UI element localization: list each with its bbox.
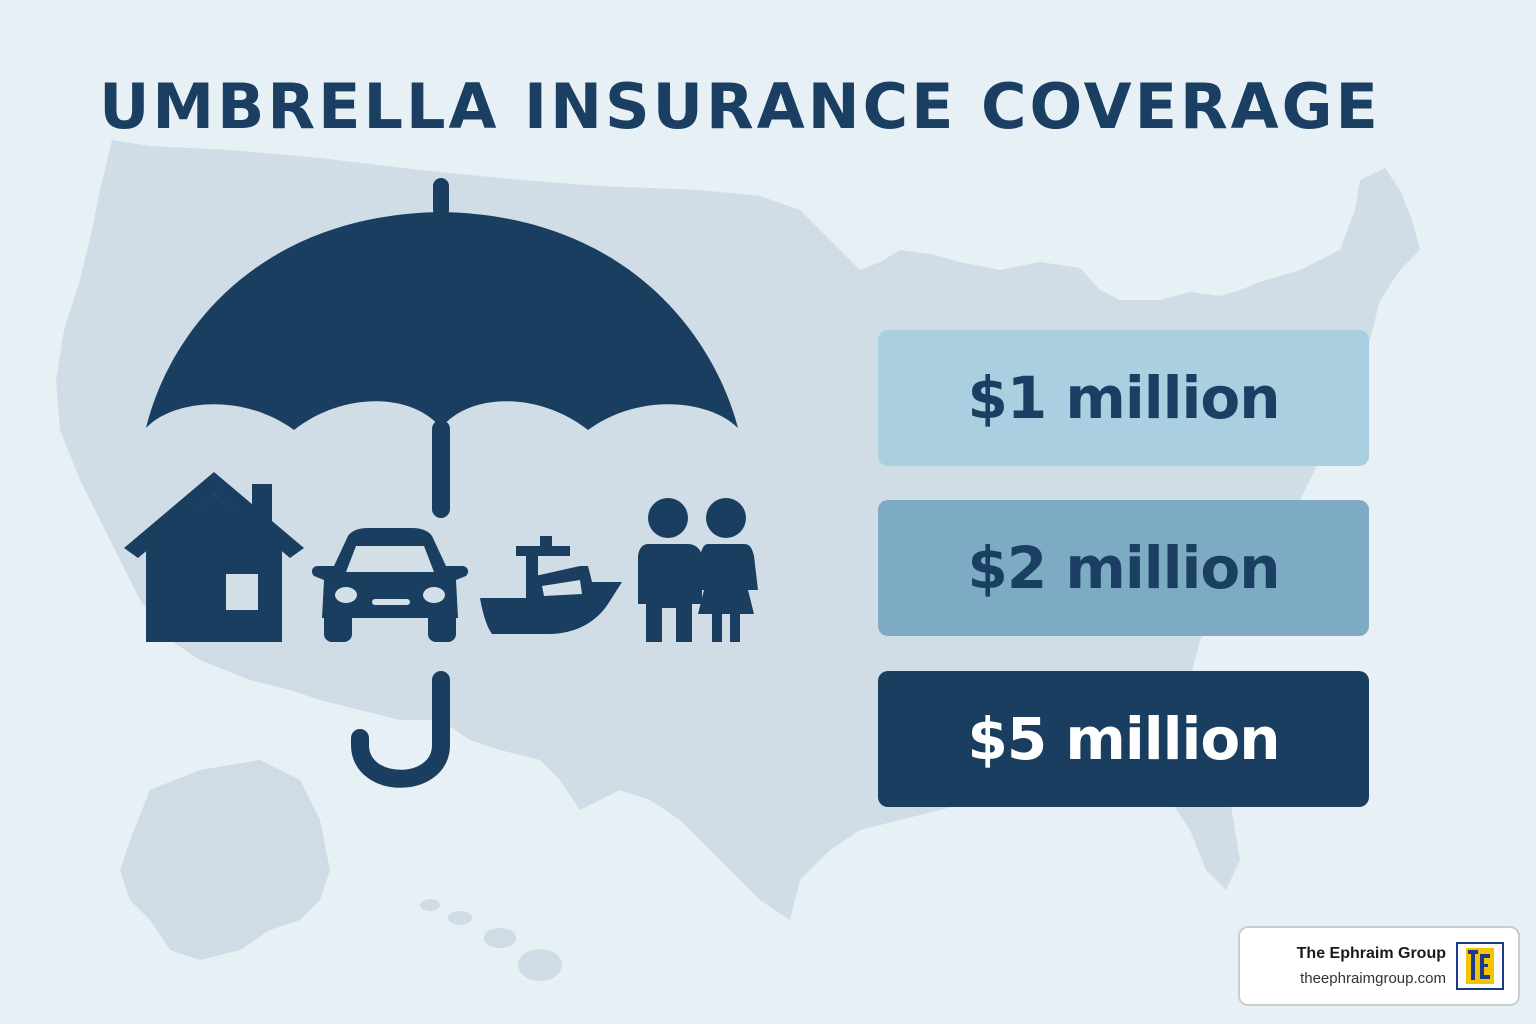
- person-male-head: [648, 498, 688, 538]
- person-female-body: [694, 544, 758, 642]
- hawaii-island-1: [420, 899, 440, 911]
- brand-badge[interactable]: The Ephraim Group theephraimgroup.com: [1238, 926, 1520, 1006]
- brand-logo-icon: [1456, 942, 1504, 990]
- person-male-body: [638, 544, 702, 642]
- umbrella-icon: [146, 212, 738, 430]
- hawaii-island-4: [518, 949, 562, 981]
- umbrella-tip: [433, 178, 449, 218]
- coverage-option-5-million: $5 million: [878, 671, 1369, 807]
- hawaii-island-2: [448, 911, 472, 925]
- coverage-label: $2 million: [967, 534, 1280, 602]
- coverage-option-1-million: $1 million: [878, 330, 1369, 466]
- boat-icon: [480, 536, 622, 634]
- umbrella-illustration: [124, 178, 758, 788]
- umbrella-shaft: [432, 420, 450, 518]
- brand-name: The Ephraim Group: [1296, 945, 1446, 962]
- page-title: UMBRELLA INSURANCE COVERAGE: [99, 70, 1381, 143]
- umbrella-handle: [351, 671, 450, 788]
- person-female-head: [706, 498, 746, 538]
- coverage-label: $1 million: [967, 364, 1280, 432]
- alaska-shape: [120, 760, 330, 960]
- people-icon: [638, 498, 758, 642]
- hawaii-island-3: [484, 928, 516, 948]
- coverage-option-2-million: $2 million: [878, 500, 1369, 636]
- coverage-label: $5 million: [967, 705, 1280, 773]
- brand-url[interactable]: theephraimgroup.com: [1300, 970, 1446, 987]
- car-icon: [311, 528, 469, 642]
- house-icon: [124, 472, 304, 642]
